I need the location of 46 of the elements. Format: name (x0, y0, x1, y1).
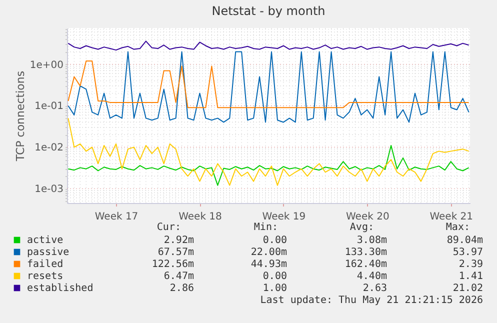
text: 2.86 (170, 283, 194, 294)
x-tick-label: Week 19 (262, 212, 306, 222)
text: 4.40m (356, 271, 387, 282)
y-axis-title: TCP connections (14, 70, 27, 162)
text: 1.00 (262, 283, 287, 294)
text: 2.92m (164, 235, 194, 246)
text: 89.04m (446, 235, 483, 246)
x-tick-label: Week 21 (430, 212, 474, 222)
text: Last update: Thu May 21 21:21:15 2026 (260, 295, 483, 306)
text: 6.47m (164, 271, 194, 282)
y-tick-label: 1e-02 (34, 142, 64, 154)
text: 67.57m (158, 247, 194, 258)
text: 162.40m (344, 259, 387, 270)
x-tick-label: Week 17 (94, 212, 138, 222)
text: 22.00m (250, 247, 287, 258)
text: 122.56m (152, 259, 194, 270)
text: 2.39 (458, 259, 483, 270)
text: 3.08m (356, 235, 387, 246)
y-tick-label: 1e-03 (34, 184, 64, 196)
line-series (68, 118, 470, 186)
text: 133.30m (344, 247, 387, 258)
text: Cur: (156, 222, 181, 233)
line-series (68, 40, 470, 51)
chart-title: Netstat - by month (212, 4, 326, 18)
legend-label: passive (27, 247, 70, 258)
legend-label: active (27, 235, 64, 246)
text: 2.63 (362, 283, 387, 294)
text: Avg: (350, 222, 374, 233)
text: 1.41 (458, 271, 483, 282)
y-tick-label: 1e+00 (30, 60, 64, 71)
line-series (68, 144, 470, 186)
x-tick-label: Week 20 (346, 212, 390, 222)
x-tick-label: Week 18 (178, 212, 222, 222)
y-tick-label: 1e-01 (34, 101, 64, 112)
legend-label: resets (27, 271, 64, 282)
text: 53.97 (452, 247, 483, 258)
text: 0.00 (262, 235, 287, 246)
legend-label: established (27, 283, 94, 294)
text: 21.02 (452, 283, 483, 294)
text: 0.00 (262, 271, 287, 282)
legend-label: failed (27, 259, 64, 270)
text: Max: (446, 222, 470, 233)
line-series (68, 60, 470, 108)
text: Min: (254, 222, 278, 233)
line-series (68, 51, 470, 123)
text: 44.93m (250, 259, 287, 270)
